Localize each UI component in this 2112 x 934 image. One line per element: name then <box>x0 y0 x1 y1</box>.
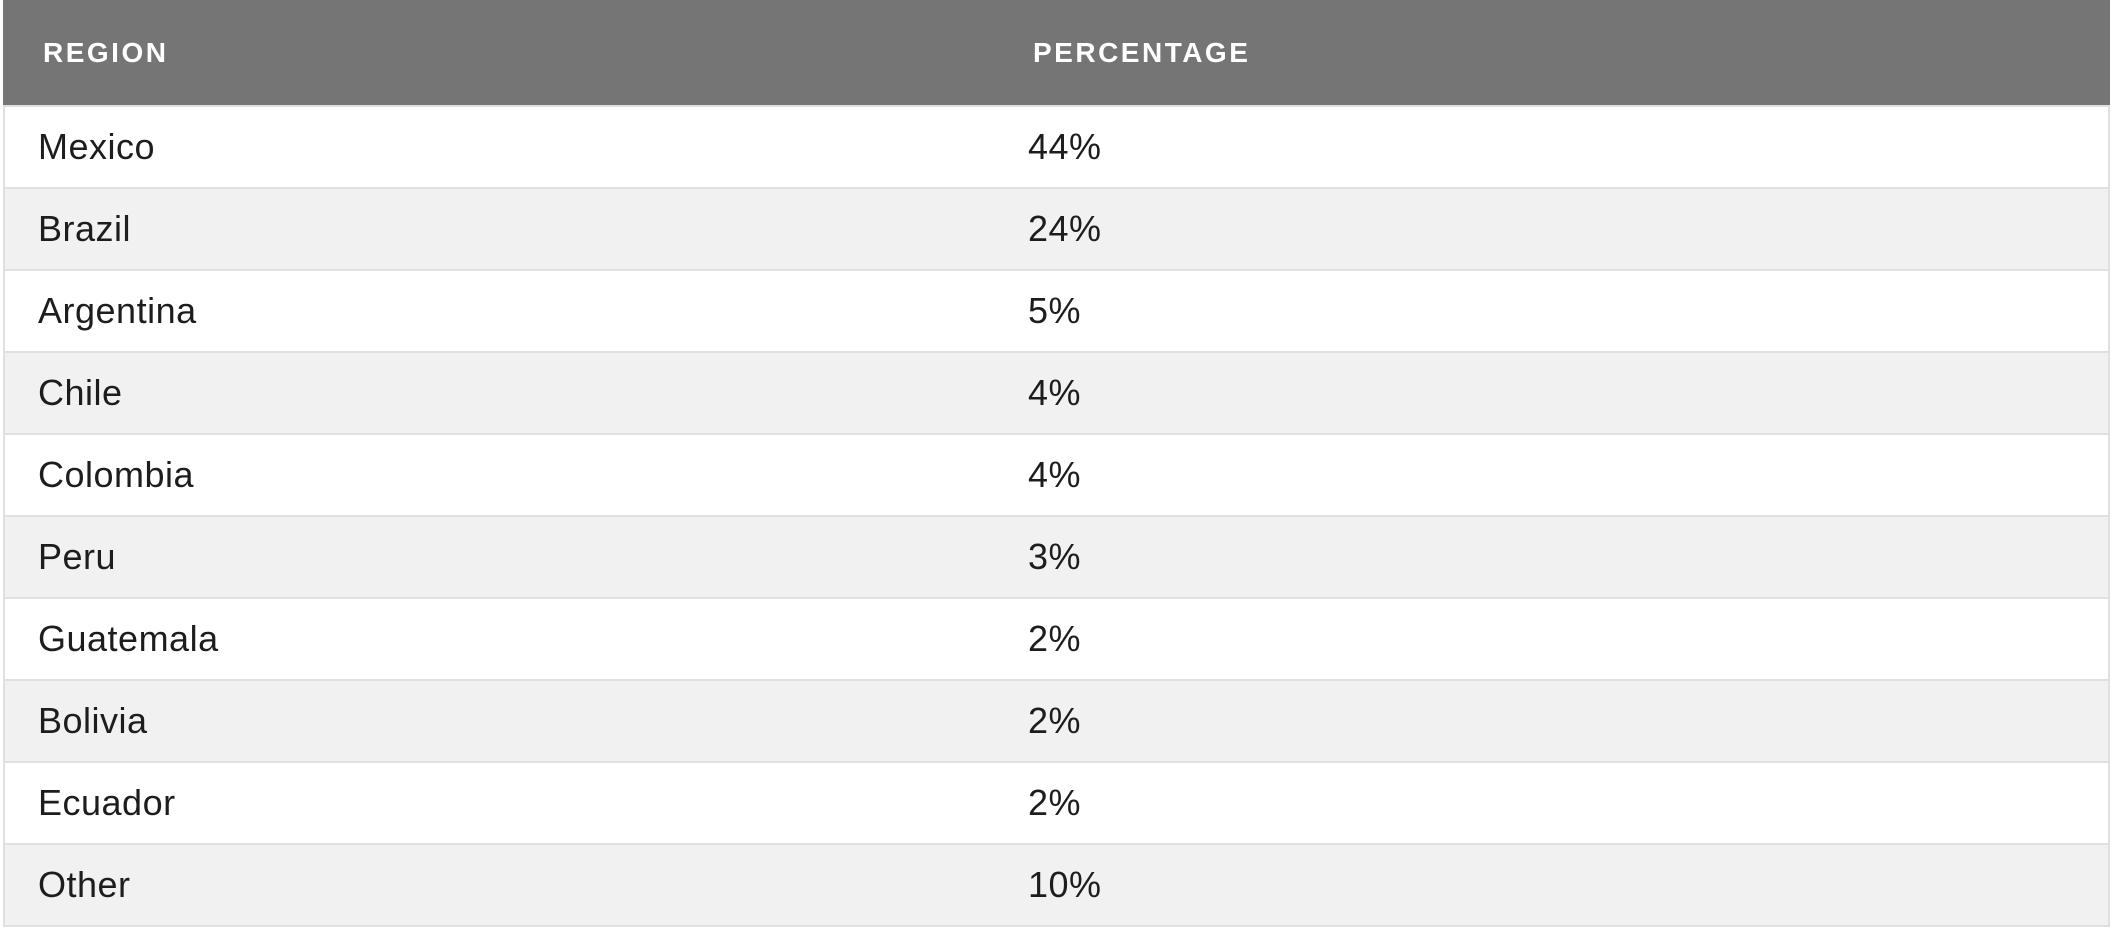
cell-region: Ecuador <box>38 782 176 823</box>
cell-percentage: 44% <box>1028 126 1102 167</box>
table-header-row: REGION PERCENTAGE <box>3 0 2110 105</box>
cell-region: Argentina <box>38 290 197 331</box>
cell-percentage: 4% <box>1028 454 1082 495</box>
cell-region: Mexico <box>38 126 156 167</box>
cell-percentage: 4% <box>1028 372 1082 413</box>
region-percentage-table: REGION PERCENTAGE Mexico 44% Brazil 24% Arge… <box>3 0 2110 927</box>
table-body: Mexico 44% Brazil 24% Argentina 5% Chile 4% Colo… <box>3 105 2110 927</box>
table-row: Bolivia 2% <box>5 679 2108 761</box>
cell-region: Peru <box>38 536 117 577</box>
cell-percentage: 2% <box>1028 700 1082 741</box>
cell-region: Colombia <box>38 454 195 495</box>
table-row: Chile 4% <box>5 351 2108 433</box>
table-row: Guatemala 2% <box>5 597 2108 679</box>
table-row: Colombia 4% <box>5 433 2108 515</box>
cell-percentage: 3% <box>1028 536 1082 577</box>
cell-percentage: 2% <box>1028 618 1082 659</box>
table-row: Brazil 24% <box>5 187 2108 269</box>
cell-region: Guatemala <box>38 618 219 659</box>
cell-percentage: 24% <box>1028 208 1102 249</box>
cell-percentage: 10% <box>1028 864 1102 905</box>
cell-region: Brazil <box>38 208 132 249</box>
cell-percentage: 5% <box>1028 290 1082 331</box>
column-header-region: REGION <box>43 36 169 68</box>
table-row: Ecuador 2% <box>5 761 2108 843</box>
cell-region: Other <box>38 864 131 905</box>
table-row: Mexico 44% <box>5 105 2108 187</box>
cell-region: Chile <box>38 372 123 413</box>
table-row: Peru 3% <box>5 515 2108 597</box>
table-row: Other 10% <box>5 843 2108 925</box>
table-row: Argentina 5% <box>5 269 2108 351</box>
column-header-percentage: PERCENTAGE <box>1033 36 1251 68</box>
cell-region: Bolivia <box>38 700 148 741</box>
cell-percentage: 2% <box>1028 782 1082 823</box>
